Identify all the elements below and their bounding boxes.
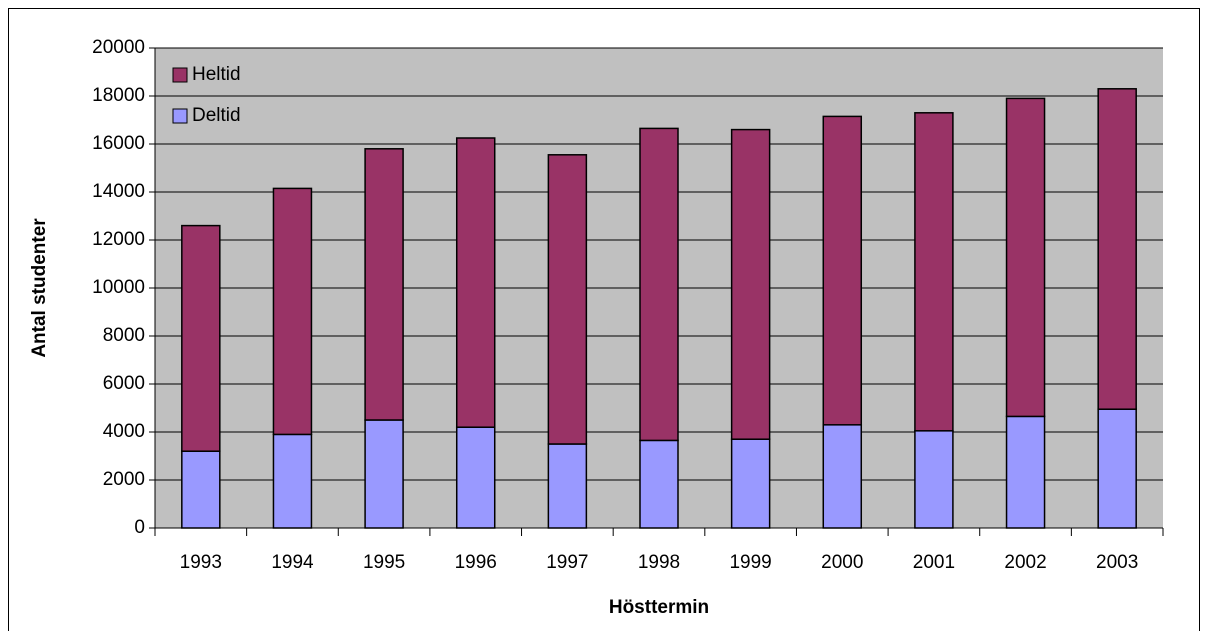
x-tick-label: 1998 xyxy=(638,552,680,573)
x-tick-label: 1996 xyxy=(455,552,497,573)
y-tick-label: 18000 xyxy=(92,85,145,106)
bar-segment xyxy=(364,419,404,529)
bar-segment xyxy=(639,127,679,442)
y-tick-label: 2000 xyxy=(103,469,145,490)
bar-segment xyxy=(822,115,863,426)
x-tick-label: 1999 xyxy=(729,552,771,573)
y-tick-label: 6000 xyxy=(103,373,145,394)
bar-segment xyxy=(914,430,954,529)
y-tick-label: 12000 xyxy=(92,229,145,250)
x-tick-label: 2001 xyxy=(913,552,955,573)
x-axis-title: Hösttermin xyxy=(609,597,709,618)
bar-segment xyxy=(822,424,863,529)
bar-segment xyxy=(272,187,313,436)
y-tick-label: 0 xyxy=(134,517,145,538)
legend-label: Deltid xyxy=(192,105,241,126)
bar-segment xyxy=(914,112,954,432)
y-tick-label: 4000 xyxy=(103,421,145,442)
x-tick-label: 2000 xyxy=(821,552,863,573)
bar-segment xyxy=(455,426,496,529)
bar-segment xyxy=(272,433,313,529)
legend-label: Heltid xyxy=(192,64,241,85)
bar-segment xyxy=(455,137,496,428)
x-tick-label: 2003 xyxy=(1096,552,1138,573)
y-tick-label: 8000 xyxy=(103,325,145,346)
bar-segment xyxy=(1005,97,1046,418)
bar-segment xyxy=(730,438,771,529)
legend-swatch xyxy=(172,108,188,124)
y-tick-label: 16000 xyxy=(92,133,145,154)
x-tick-label: 1994 xyxy=(271,552,314,573)
bar-segment xyxy=(639,439,679,529)
bar-segment xyxy=(547,154,588,445)
x-tick-label: 2002 xyxy=(1004,552,1046,573)
y-axis-title: Antal studenter xyxy=(29,218,50,358)
bar-segment xyxy=(181,224,221,452)
bar-segment xyxy=(547,443,588,529)
bar-segment xyxy=(730,128,771,440)
bar-segment xyxy=(1097,88,1137,410)
y-tick-label: 14000 xyxy=(92,181,145,202)
x-tick-label: 1995 xyxy=(363,552,405,573)
bar-segment xyxy=(1097,408,1137,529)
bar-segment xyxy=(181,450,221,529)
y-tick-label: 20000 xyxy=(92,37,145,58)
bar-segment xyxy=(364,148,404,421)
bar-segment xyxy=(1005,415,1046,529)
x-tick-label: 1997 xyxy=(546,552,588,573)
y-tick-label: 10000 xyxy=(92,277,145,298)
x-tick-label: 1993 xyxy=(180,552,222,573)
legend-swatch xyxy=(172,67,188,83)
